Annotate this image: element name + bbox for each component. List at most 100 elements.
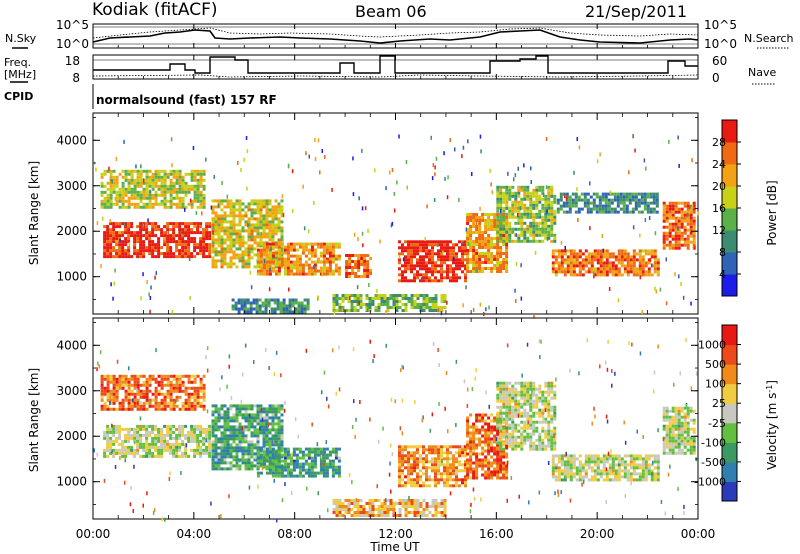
velocity-cell xyxy=(166,389,170,393)
power-cell xyxy=(505,236,509,240)
power-cell xyxy=(526,197,530,201)
power-cell xyxy=(461,255,464,259)
power-cell xyxy=(202,172,206,176)
power-cell xyxy=(590,255,594,259)
velocity-cell xyxy=(235,437,239,441)
power-cell xyxy=(410,267,413,271)
power-cell xyxy=(559,204,563,208)
power-cell xyxy=(202,237,206,241)
velocity-cell xyxy=(178,386,182,390)
power-cell xyxy=(655,192,659,196)
power-speckle xyxy=(596,159,599,164)
velocity-cell xyxy=(337,474,341,478)
power-cell xyxy=(241,202,245,206)
velocity-cell xyxy=(461,448,464,452)
velocity-cell xyxy=(151,424,155,428)
power-cell xyxy=(232,217,236,221)
power-cell xyxy=(514,200,518,204)
power-cell xyxy=(256,269,260,273)
power-cell xyxy=(550,221,554,225)
velocity-cell xyxy=(484,470,488,474)
power-cell xyxy=(359,306,363,309)
velocity-cell xyxy=(160,398,164,402)
velocity-cell xyxy=(268,443,272,447)
power-cell xyxy=(175,234,179,238)
power-cell xyxy=(395,309,399,312)
power-cell xyxy=(604,192,608,196)
power-cell xyxy=(377,303,381,306)
power-cell xyxy=(291,298,295,302)
power-cell xyxy=(274,208,278,212)
power-cell xyxy=(103,243,107,247)
power-cell xyxy=(307,263,311,267)
power-cell xyxy=(190,178,194,182)
velocity-cell xyxy=(307,465,311,469)
velocity-cell xyxy=(452,478,455,482)
velocity-cell xyxy=(298,465,302,469)
velocity-cell xyxy=(133,433,137,437)
velocity-cell xyxy=(208,442,212,446)
velocity-cell xyxy=(469,464,473,468)
power-cell xyxy=(604,210,608,214)
velocity-cell xyxy=(211,443,215,447)
power-speckle xyxy=(475,221,478,226)
power-cell xyxy=(271,217,275,221)
velocity-cell xyxy=(181,407,185,411)
power-cell xyxy=(634,201,638,205)
power-cell xyxy=(265,202,269,206)
power-speckle xyxy=(149,189,151,194)
power-cell xyxy=(508,239,512,243)
power-cell xyxy=(665,213,669,217)
power-cell xyxy=(363,266,367,269)
velocity-cell xyxy=(277,450,281,454)
power-cell xyxy=(484,261,488,264)
power-cell xyxy=(241,235,245,239)
velocity-cell xyxy=(259,419,263,423)
power-cell xyxy=(677,216,681,220)
velocity-cell xyxy=(202,436,206,440)
power-cell xyxy=(490,261,494,264)
velocity-cell xyxy=(247,446,251,450)
power-cell xyxy=(632,261,636,265)
power-cell xyxy=(247,250,251,254)
power-cell xyxy=(157,237,161,241)
power-cell xyxy=(410,264,413,268)
power-cell xyxy=(271,232,275,236)
power-cell xyxy=(502,206,506,210)
power-cell xyxy=(226,202,230,206)
power-cell xyxy=(481,243,485,246)
power-cell xyxy=(169,172,173,176)
power-cell xyxy=(499,255,503,258)
power-cell xyxy=(348,263,352,266)
velocity-cell xyxy=(127,383,131,387)
velocity-cell xyxy=(235,434,239,438)
power-cell xyxy=(638,258,642,262)
velocity-cell xyxy=(172,445,176,449)
power-colorbar-tick-label: 8 xyxy=(719,246,726,259)
power-cell xyxy=(244,220,248,224)
velocity-cell xyxy=(139,445,143,449)
velocity-cell xyxy=(145,424,149,428)
power-cell xyxy=(649,192,653,196)
power-cell xyxy=(434,279,437,283)
power-cell xyxy=(649,210,653,214)
power-cell xyxy=(121,252,125,256)
velocity-cell xyxy=(109,430,113,434)
power-speckle xyxy=(206,233,208,238)
power-cell xyxy=(647,270,651,274)
velocity-cell xyxy=(475,416,479,420)
power-cell xyxy=(398,273,401,277)
power-cell xyxy=(446,270,449,274)
power-cell xyxy=(686,240,690,244)
power-cell xyxy=(554,267,558,271)
power-cell xyxy=(458,276,461,280)
power-cell xyxy=(413,264,416,268)
velocity-cell xyxy=(124,433,128,437)
power-speckle xyxy=(424,237,426,242)
velocity-cell xyxy=(259,455,263,459)
velocity-cell xyxy=(181,442,185,446)
power-cell xyxy=(592,198,596,202)
power-cell xyxy=(563,267,567,271)
velocity-cell xyxy=(193,439,197,443)
power-cell xyxy=(246,307,250,311)
